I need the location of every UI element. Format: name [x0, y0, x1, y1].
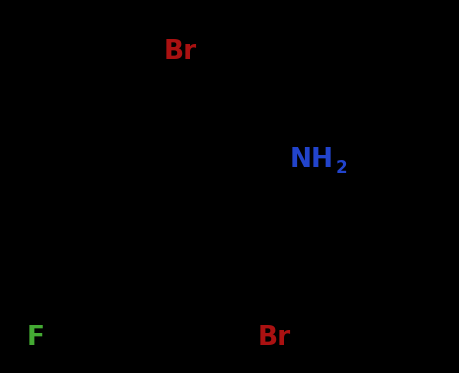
Text: Br: Br — [257, 325, 290, 351]
Text: F: F — [27, 325, 45, 351]
Text: NH: NH — [289, 147, 333, 173]
Text: Br: Br — [163, 39, 196, 65]
Text: 2: 2 — [335, 159, 347, 177]
